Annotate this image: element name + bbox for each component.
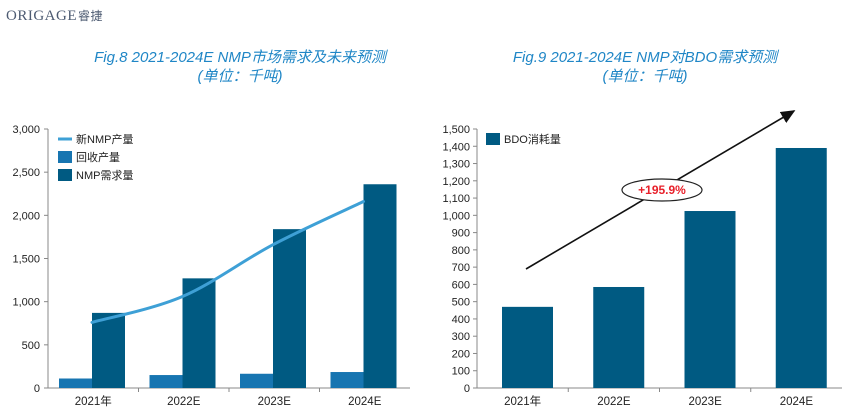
chart1-bar-recycle [149,375,183,388]
chart2-y-tick-label: 600 [452,279,470,291]
chart2-y-tick-label: 100 [452,366,470,378]
chart1-subtitle: (单位：千吨) [197,68,283,85]
legend-bdo-swatch [486,133,500,145]
chart2-y-tick-label: 700 [452,262,470,274]
chart1-title-block: Fig.8 2021-2024E NMP市场需求及未来预测 (单位：千吨) [30,48,450,86]
chart2-title-block: Fig.9 2021-2024E NMP对BDO需求预测 (单位：千吨) [440,48,849,86]
chart2-x-tick-label: 2024E [780,396,814,408]
chart1-bar-demand [273,229,306,388]
legend-label: BDO消耗量 [504,132,561,146]
legend-demand-swatch [58,169,72,181]
chart1-x-tick-label: 2021年 [75,394,112,408]
annotation-label: +195.9% [638,183,686,197]
chart1-bar-recycle [59,378,92,388]
annotation-ellipse [621,178,703,202]
chart1-y-tick-label: 3,000 [12,124,40,136]
chart1-x-tick-label: 2022E [167,396,201,408]
nmp-demand-chart: 0 500 1,000 1,500 2,000 2,500 3,000 2021年 2022E 2… [12,124,410,408]
chart2-y-tick-label: 1,100 [442,193,470,205]
legend-label: 回收产量 [76,150,120,164]
chart2-y-tick-label: 0 [464,383,470,395]
chart2-y-tick-label: 1,300 [442,159,470,171]
chart2-bar-bdo [502,306,553,388]
chart1-y-tick-label: 500 [22,340,40,352]
chart2-y-tick-label: 800 [452,245,470,257]
chart1-bar-recycle [240,373,273,388]
chart1-y-tick-label: 1,500 [12,254,40,266]
brand-cn: 睿捷 [78,9,104,23]
chart2-y-tick-label: 900 [452,228,470,240]
chart1-title: Fig.8 2021-2024E NMP市场需求及未来预测 [94,49,386,66]
chart1-y-tick-label: 2,000 [12,210,40,222]
chart2-subtitle: (单位：千吨) [602,68,688,85]
chart1-bar-demand [363,184,397,388]
chart2-y-tick-label: 1,200 [442,176,470,188]
chart2-title: Fig.9 2021-2024E NMP对BDO需求预测 [512,49,778,66]
chart2-bar-bdo [775,147,827,388]
brand-name: ORIGAGE [6,8,77,24]
chart1-x-tick-label: 2023E [258,396,292,408]
brand-logo: ORIGAGE睿捷 [6,7,103,25]
chart2-x-tick-label: 2023E [688,396,722,408]
chart1-y-tick-label: 1,000 [12,297,40,309]
chart2-legend: BDO消耗量 [486,132,561,146]
chart2-y-tick-label: 400 [452,314,470,326]
chart2-y-tick-label: 1,000 [442,210,470,222]
legend-recycle-swatch [58,151,72,163]
chart1-bar-demand [182,278,216,388]
bdo-demand-chart: 0 100 200 300 400 500 600 700 800 900 1,000 1,100 1,… [442,110,842,408]
chart1-bar-recycle [330,372,364,388]
legend-label: NMP需求量 [76,169,133,182]
chart2-x-tick-label: 2022E [597,396,631,408]
chart2-bar-bdo [684,211,736,388]
chart1-y-tick-label: 0 [34,383,40,395]
chart2-x-tick-label: 2021年 [504,394,541,408]
legend-label: 新NMP产量 [76,132,133,146]
chart1-x-tick-label: 2024E [348,396,382,408]
chart2-y-tick-label: 500 [452,297,470,309]
chart1-bar-demand [92,312,125,388]
chart2-y-tick-label: 1,500 [442,124,470,136]
chart2-y-tick-label: 300 [452,331,470,343]
chart2-growth-annotation: +195.9% [621,178,703,202]
chart1-y-tick-label: 2,500 [12,167,40,179]
chart1-line-new-nmp [90,200,365,324]
chart2-bar-bdo [593,286,645,388]
chart2-y-tick-label: 1,400 [442,141,470,153]
chart2-y-tick-label: 200 [452,348,470,360]
